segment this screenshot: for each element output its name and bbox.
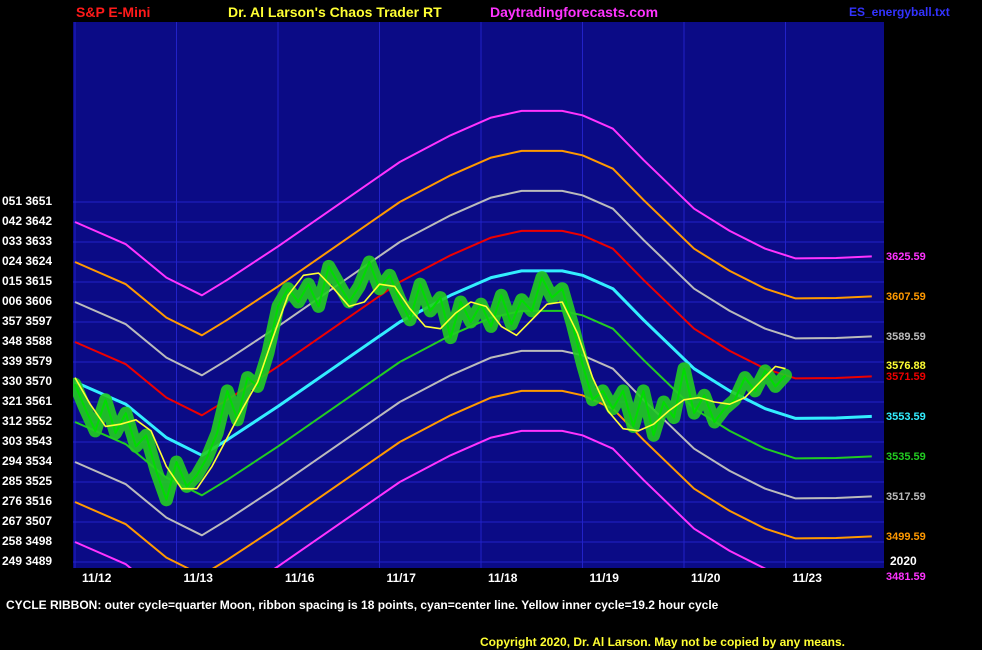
level-label: 3481.59 (886, 571, 926, 584)
level-label: 3535.59 (886, 451, 926, 464)
x-tick-label: 11/16 (285, 571, 315, 585)
y-tick-label: 006 3606 (2, 294, 53, 308)
y-tick-label: 285 3525 (2, 474, 53, 488)
level-label: 3571.59 (886, 371, 926, 384)
y-tick-label: 258 3498 (2, 534, 53, 548)
x-tick-label: 11/12 (82, 571, 112, 585)
inner-cycle-line (74, 272, 786, 490)
ribbon-line (74, 349, 872, 537)
plot-series (73, 109, 872, 568)
caption: CYCLE RIBBON: outer cycle=quarter Moon, … (6, 598, 719, 612)
year-label: 2020 (890, 554, 917, 568)
x-tick-label: 11/17 (386, 571, 416, 585)
level-label: 3589.59 (886, 331, 926, 344)
site-name: Daytradingforecasts.com (490, 4, 659, 20)
x-tick-label: 11/18 (488, 571, 518, 585)
chart-title: Dr. Al Larson's Chaos Trader RT (228, 4, 442, 20)
level-label: 3607.59 (886, 291, 926, 304)
x-tick-label: 11/20 (691, 571, 721, 585)
y-tick-label: 321 3561 (2, 394, 53, 408)
y-tick-label: 024 3624 (2, 254, 53, 268)
y-tick-label: 294 3534 (2, 454, 53, 468)
y-tick-label: 267 3507 (2, 514, 53, 528)
x-tick-label: 11/13 (183, 571, 213, 585)
level-label: 3576.88 (886, 359, 926, 372)
y-tick-label: 357 3597 (2, 314, 53, 328)
copyright: Copyright 2020, Dr. Al Larson. May not b… (480, 635, 845, 649)
y-tick-label: 303 3543 (2, 434, 53, 448)
y-tick-label: 033 3633 (2, 234, 53, 248)
x-tick-label: 11/19 (589, 571, 619, 585)
ribbon-line (74, 429, 767, 568)
level-label: 3517.59 (886, 491, 926, 504)
x-tick-label: 11/23 (792, 571, 822, 585)
y-tick-label: 339 3579 (2, 354, 53, 368)
y-tick-label: 330 3570 (2, 374, 53, 388)
level-label: 3625.59 (886, 251, 926, 264)
y-tick-label: 051 3651 (2, 194, 53, 208)
ribbon-line (74, 229, 872, 417)
y-tick-label: 312 3552 (2, 414, 53, 428)
level-label: 3553.59 (886, 411, 926, 424)
ribbon-line (74, 189, 872, 377)
y-tick-label: 276 3516 (2, 494, 53, 508)
y-tick-label: 015 3615 (2, 274, 53, 288)
ribbon-line (74, 389, 872, 568)
price-line (74, 261, 787, 501)
y-tick-label: 249 3489 (2, 554, 53, 568)
ribbon-line (74, 149, 872, 337)
ribbon-line (74, 109, 872, 297)
plot-background (73, 22, 884, 568)
file-name: ES_energyball.txt (849, 5, 950, 19)
y-tick-label: 348 3588 (2, 334, 53, 348)
symbol-title: S&P E-Mini (76, 4, 151, 20)
level-label: 3499.59 (886, 531, 926, 544)
y-tick-label: 042 3642 (2, 214, 53, 228)
